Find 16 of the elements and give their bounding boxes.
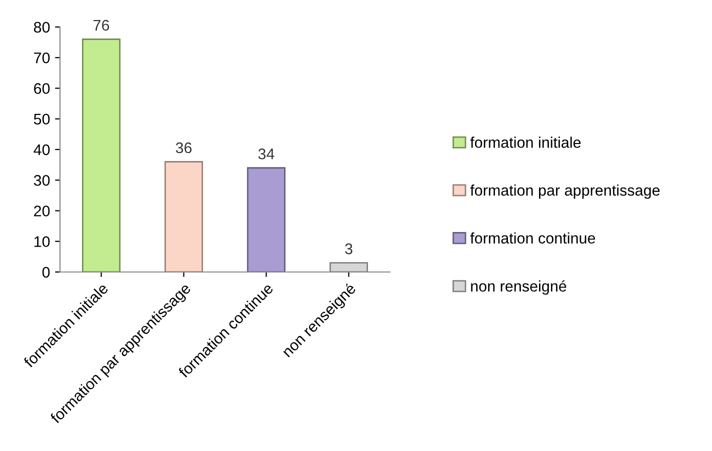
data-label: 3 — [345, 243, 352, 254]
legend-label: formation initiale — [470, 136, 581, 148]
y-tick-label: 20 — [34, 206, 50, 216]
data-label: 34 — [258, 148, 274, 160]
data-label: 76 — [94, 20, 110, 31]
y-tick-label: 60 — [34, 83, 50, 94]
y-tick-label: 0 — [42, 266, 50, 278]
y-tick-label: 70 — [34, 52, 50, 64]
y-tick-label: 30 — [34, 174, 50, 186]
y-tick-label: 80 — [34, 22, 50, 33]
legend-label: formation continue — [470, 232, 596, 244]
y-tick-label: 50 — [34, 114, 50, 125]
y-tick-label: 10 — [34, 236, 50, 248]
y-tick-label: 40 — [34, 144, 50, 156]
data-label: 36 — [176, 142, 192, 154]
legend-label: formation par apprentissage — [470, 184, 660, 199]
